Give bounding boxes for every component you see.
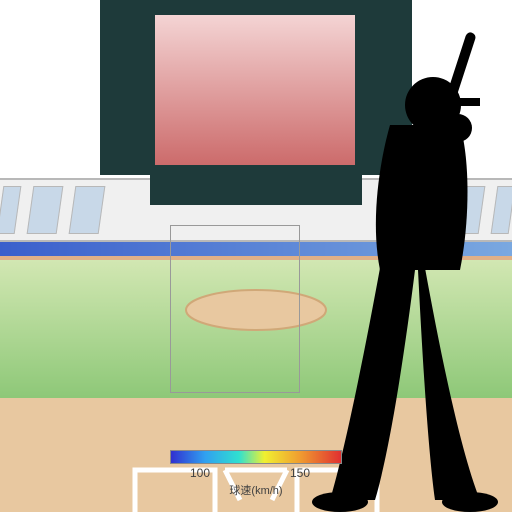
speed-legend-title: 球速(km/h): [170, 482, 342, 498]
scoreboard-neck: [150, 175, 362, 205]
pitch-location-diagram: 100 150 球速(km/h): [0, 0, 512, 512]
speed-legend-tick-150: 150: [285, 466, 315, 480]
speed-legend-bar: [170, 450, 342, 464]
scoreboard-screen: [155, 15, 355, 165]
speed-legend-tick-100: 100: [185, 466, 215, 480]
strike-zone: [170, 225, 300, 393]
